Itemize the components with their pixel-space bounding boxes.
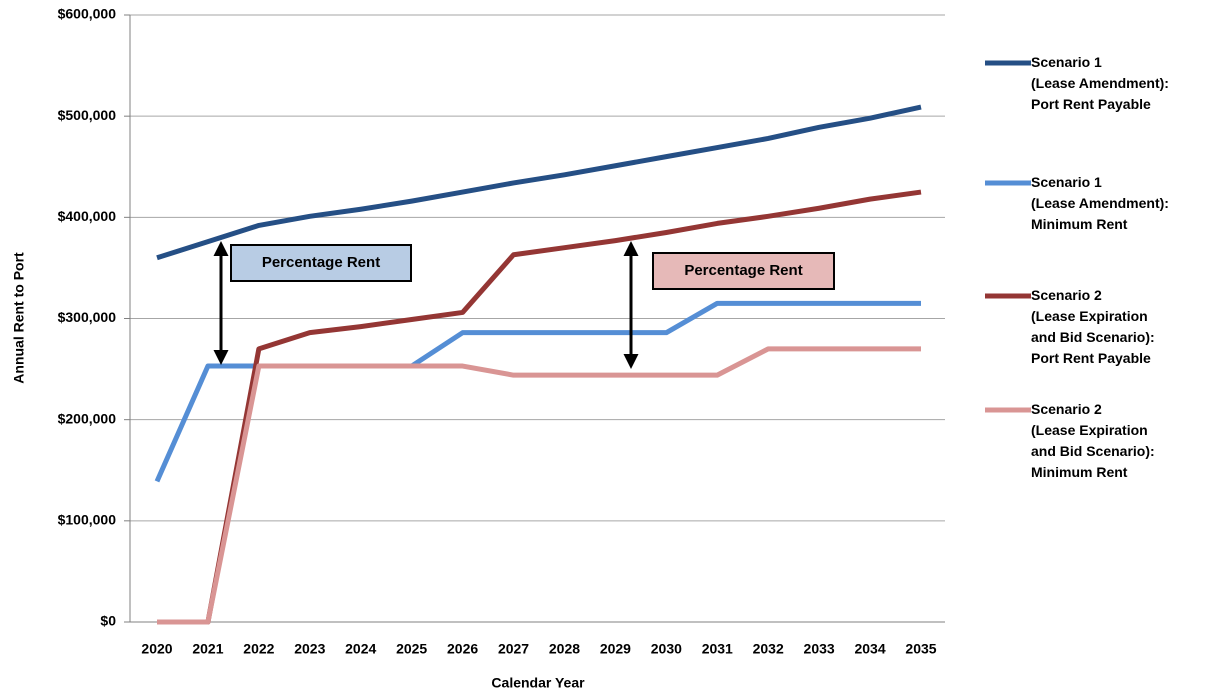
legend-label: Scenario 1 (Lease Amendment): Port Rent … [1031,54,1169,112]
x-tick-label: 2026 [447,641,478,657]
series-line [154,300,921,483]
x-tick-label: 2032 [753,641,784,657]
annotation: Percentage Rent [652,252,835,290]
x-tick-label: 2033 [804,641,835,657]
x-tick-label: 2030 [651,641,682,657]
y-tick-label: $100,000 [58,512,117,528]
x-tick-label: 2021 [192,641,223,657]
y-tick-label: $200,000 [58,410,117,426]
y-tick-label: $600,000 [58,6,117,22]
annotation: Percentage Rent [230,244,412,282]
series-line [156,104,922,261]
y-tick-label: $300,000 [58,309,117,325]
x-tick-label: 2025 [396,641,427,657]
x-tick-label: 2023 [294,641,325,657]
series-line [157,346,921,625]
y-axis-title: Annual Rent to Port [11,252,27,384]
legend-label: Scenario 2 (Lease Expiration and Bid Sce… [1031,287,1155,366]
x-tick-label: 2022 [243,641,274,657]
legend-label: Scenario 2 (Lease Expiration and Bid Sce… [1031,401,1155,480]
x-tick-label: 2035 [905,641,936,657]
legend-label: Scenario 1 (Lease Amendment): Minimum Re… [1031,174,1169,232]
x-tick-label: 2028 [549,641,580,657]
y-tick-label: $500,000 [58,107,117,123]
y-tick-label: $0 [100,613,116,629]
x-tick-label: 2024 [345,641,376,657]
x-tick-label: 2034 [854,641,885,657]
x-tick-label: 2020 [141,641,172,657]
x-tick-label: 2031 [702,641,733,657]
x-tick-label: 2027 [498,641,529,657]
x-tick-label: 2029 [600,641,631,657]
x-axis-title: Calendar Year [491,675,585,691]
series-line [157,189,922,625]
y-tick-label: $400,000 [58,208,117,224]
